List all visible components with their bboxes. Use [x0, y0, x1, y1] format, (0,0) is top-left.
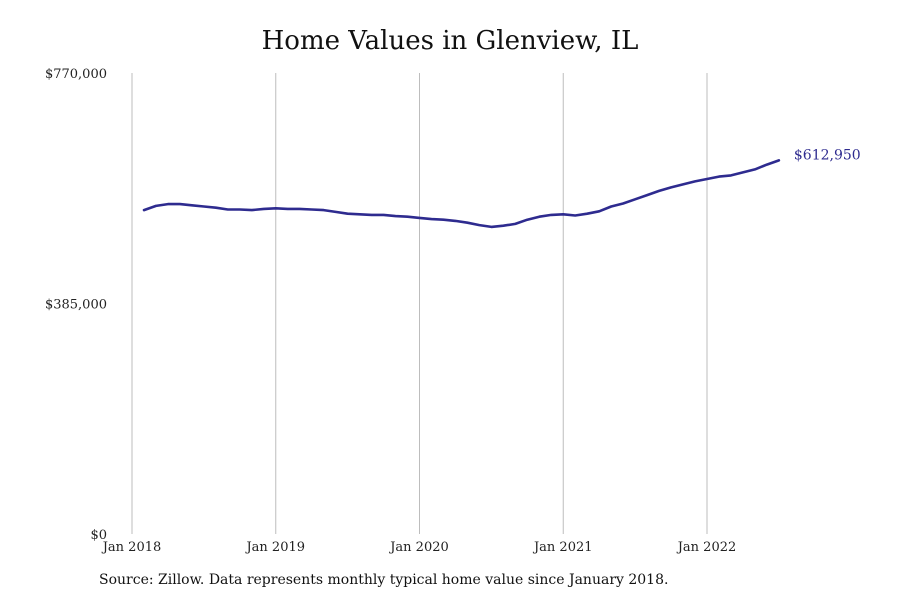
y-tick-label: $770,000: [45, 67, 107, 82]
series-layer: $612,950: [142, 147, 861, 229]
x-tick-label: Jan 2019: [244, 540, 305, 555]
x-tick-label: Jan 2018: [101, 540, 162, 555]
x-tick-label: Jan 2022: [676, 540, 737, 555]
y-tick-label: $385,000: [45, 298, 107, 313]
series-line: [142, 159, 781, 229]
grid-lines: [131, 73, 708, 534]
x-tick-label: Jan 2020: [388, 540, 449, 555]
x-tick-label: Jan 2021: [532, 540, 593, 555]
source-note: Source: Zillow. Data represents monthly …: [99, 572, 669, 588]
end-value-label: $612,950: [794, 147, 861, 163]
axis-labels: Jan 2018 Jan 2019 Jan 2020 Jan 2021 Jan 2022…: [45, 67, 736, 555]
chart-title: Home Values in Glenview, IL: [261, 26, 639, 56]
y-tick-label: $0: [90, 528, 107, 543]
